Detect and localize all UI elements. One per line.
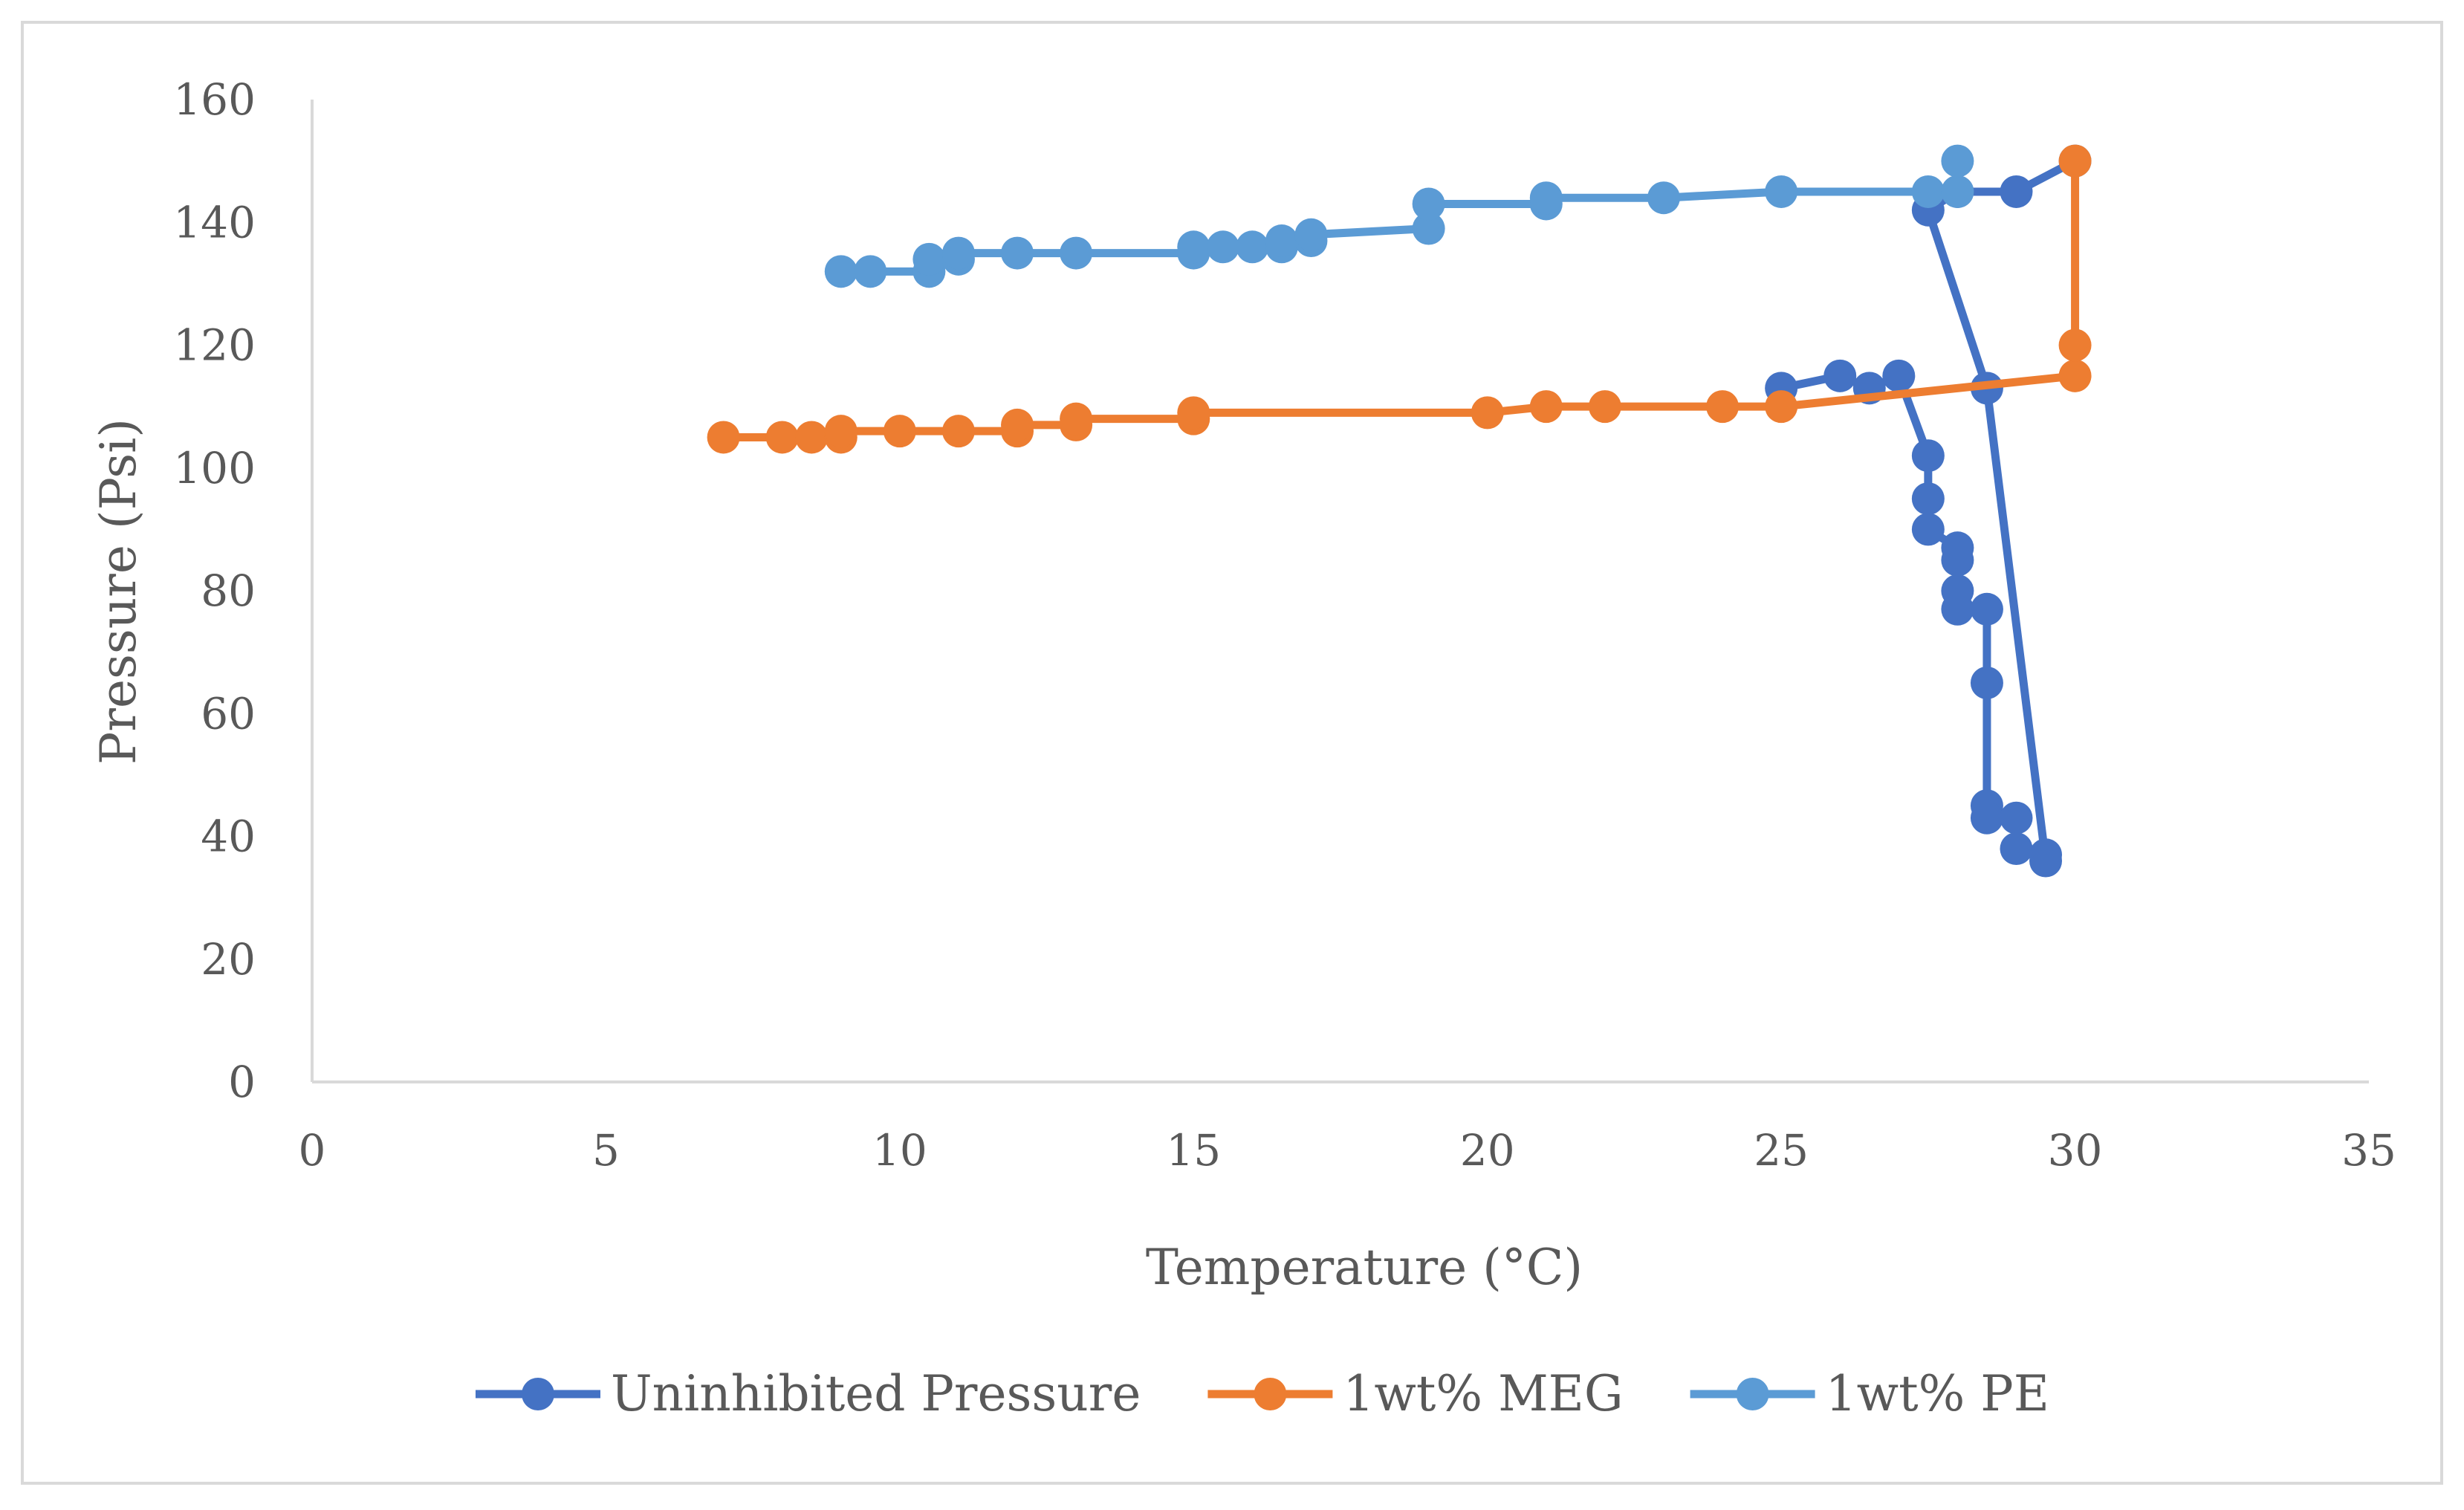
x-tick-label: 20 <box>1460 1125 1515 1176</box>
legend-label: Uninhibited Pressure <box>611 1365 1141 1422</box>
data-point <box>2000 832 2033 866</box>
data-point <box>941 415 975 448</box>
data-point <box>1911 439 1945 473</box>
data-point <box>1177 230 1210 264</box>
data-point <box>1471 396 1504 430</box>
data-point <box>912 242 946 276</box>
x-tick-label: 10 <box>872 1125 927 1176</box>
data-point <box>1970 592 2003 626</box>
series-2 <box>707 144 2092 454</box>
data-point <box>1941 144 1974 178</box>
x-tick-label: 5 <box>592 1125 620 1176</box>
data-point <box>795 421 829 454</box>
y-tick-label: 20 <box>201 934 256 985</box>
x-tick-label: 15 <box>1166 1125 1221 1176</box>
data-point <box>2000 801 2033 835</box>
series-layer <box>707 144 2092 878</box>
legend-swatch-marker <box>522 1378 554 1410</box>
legend-swatch-marker <box>1736 1378 1769 1410</box>
data-point <box>1941 175 1974 208</box>
data-point <box>1265 224 1298 258</box>
x-axis-title: Temperature (°C) <box>1146 1239 1583 1296</box>
data-point <box>707 421 740 454</box>
data-point <box>765 421 799 454</box>
data-point <box>883 415 916 448</box>
chart-border <box>21 21 2443 1485</box>
data-point <box>1765 175 1798 208</box>
legend-item: 1wt% PE <box>1690 1365 2049 1422</box>
series-3 <box>824 144 1974 288</box>
data-point <box>1911 175 1945 208</box>
x-tick-label: 35 <box>2341 1125 2396 1176</box>
data-point <box>1823 359 1857 392</box>
y-axis-title: Pressure (Psi) <box>90 418 147 765</box>
y-tick-label: 60 <box>201 688 256 739</box>
y-tick-label: 100 <box>173 443 256 493</box>
data-point <box>1529 181 1563 215</box>
legend-swatch-marker <box>1254 1378 1287 1410</box>
x-tick-label: 0 <box>299 1125 326 1176</box>
y-tick-label: 140 <box>173 197 256 247</box>
x-tick-label: 30 <box>2048 1125 2103 1176</box>
x-tick-label: 25 <box>1754 1125 1809 1176</box>
data-point <box>1060 402 1093 435</box>
data-point <box>941 236 975 270</box>
data-point <box>1001 236 1034 270</box>
legend-item: 1wt% MEG <box>1207 1365 1624 1422</box>
legend: Uninhibited Pressure 1wt% MEG 1wt% PE <box>476 1365 2049 1422</box>
y-tick-label: 40 <box>201 811 256 862</box>
data-point <box>2058 144 2092 178</box>
y-tick-label: 160 <box>173 74 256 125</box>
legend-item: Uninhibited Pressure <box>476 1365 1141 1422</box>
data-point <box>1911 482 1945 516</box>
data-point <box>1941 592 1974 626</box>
data-point <box>2000 175 2033 208</box>
data-point <box>1970 801 2003 835</box>
legend-label: 1wt% MEG <box>1343 1365 1623 1422</box>
axes: 0 20 40 60 80 100 120 140 160 0 5 10 15 20 25 30 35 <box>173 74 2396 1176</box>
data-point <box>854 255 887 288</box>
data-point <box>1236 230 1269 264</box>
data-point <box>824 255 857 288</box>
data-point <box>1941 543 1974 577</box>
y-tick-label: 80 <box>201 566 256 616</box>
data-point <box>1206 230 1239 264</box>
data-point <box>1412 212 1445 245</box>
data-point <box>1588 390 1621 424</box>
data-point <box>1001 408 1034 441</box>
y-tick-label: 0 <box>228 1057 256 1107</box>
data-point <box>824 415 857 448</box>
data-point <box>1060 236 1093 270</box>
data-point <box>1412 187 1445 221</box>
data-point <box>2058 328 2092 362</box>
y-tick-label: 120 <box>173 320 256 371</box>
data-point <box>1765 390 1798 424</box>
data-point <box>2058 359 2092 392</box>
data-point <box>1647 181 1680 215</box>
data-point <box>1706 390 1740 424</box>
data-point <box>1529 390 1563 424</box>
data-point <box>1970 666 2003 699</box>
legend-label: 1wt% PE <box>1826 1365 2049 1422</box>
data-point <box>1911 513 1945 546</box>
data-point <box>2029 844 2063 878</box>
data-point <box>1882 359 1916 392</box>
data-point <box>1294 218 1328 251</box>
data-point <box>1177 396 1210 430</box>
